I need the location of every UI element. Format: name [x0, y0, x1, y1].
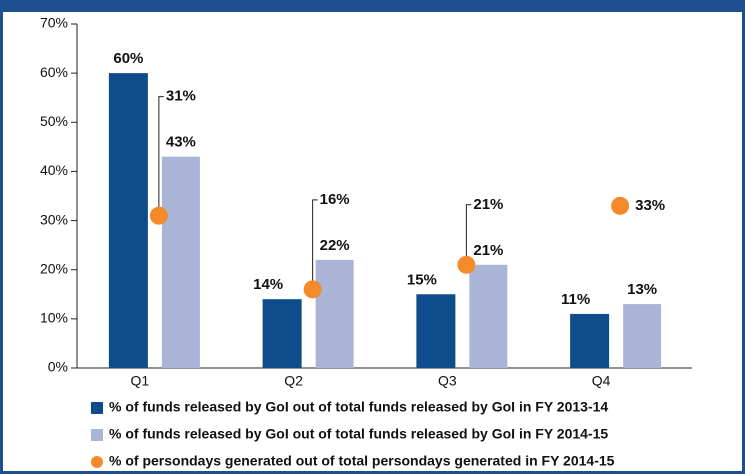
y-tick-label: 10%	[40, 310, 68, 326]
data-label: 14%	[253, 276, 283, 293]
y-tick-label: 30%	[40, 211, 68, 227]
y-tick-label: 60%	[40, 64, 68, 80]
bar	[161, 156, 200, 368]
bar	[623, 304, 662, 368]
data-label: 43%	[166, 134, 196, 151]
y-tick-label: 20%	[40, 260, 68, 276]
bar	[108, 73, 148, 369]
dot	[457, 255, 476, 274]
bar	[469, 264, 508, 368]
x-tick-label: Q1	[131, 373, 150, 389]
legend-label: % of funds released by GoI out of total …	[109, 426, 608, 442]
data-label: 16%	[320, 191, 350, 208]
dot	[611, 196, 630, 215]
leader-line	[465, 204, 472, 265]
legend-swatch	[91, 456, 103, 468]
y-tick-label: 50%	[40, 113, 68, 129]
legend-label: % of funds released by GoI out of total …	[109, 399, 608, 415]
bar	[570, 313, 610, 368]
data-label: 60%	[113, 50, 143, 67]
y-tick-label: 40%	[40, 162, 68, 178]
x-tick-label: Q2	[284, 373, 303, 389]
leader-line	[158, 96, 164, 216]
data-label: 22%	[320, 237, 350, 254]
bar	[315, 259, 354, 368]
bar	[262, 299, 302, 368]
dot	[149, 206, 168, 225]
bar	[416, 294, 456, 368]
y-tick-label: 0%	[48, 359, 68, 375]
legend-swatch	[91, 402, 103, 414]
x-tick-label: Q3	[438, 373, 457, 389]
leader-line	[312, 199, 318, 290]
data-label: 21%	[473, 196, 503, 213]
dot	[303, 280, 322, 299]
y-tick-label: 70%	[40, 15, 68, 31]
legend-label: % of persondays generated out of total p…	[109, 453, 615, 469]
data-label: 15%	[407, 271, 437, 288]
data-label: 11%	[561, 291, 590, 308]
data-label: 31%	[166, 88, 196, 105]
data-label: 33%	[635, 197, 665, 214]
data-label: 13%	[627, 281, 657, 298]
legend-swatch	[91, 429, 103, 441]
data-label: 21%	[473, 242, 503, 259]
x-tick-label: Q4	[592, 373, 611, 389]
